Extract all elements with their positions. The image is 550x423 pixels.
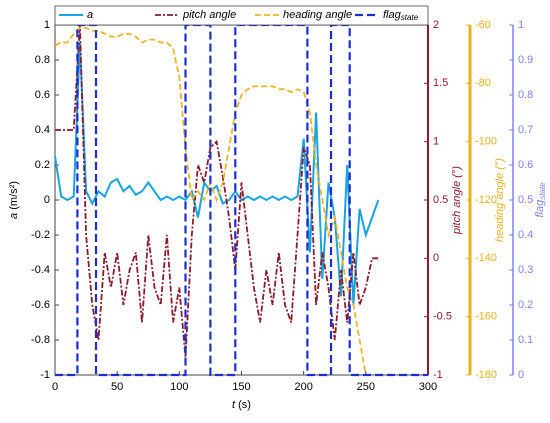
y4-tick-label: 1 bbox=[518, 19, 524, 31]
x-tick-label: 200 bbox=[294, 381, 312, 393]
y-axis-var: a bbox=[8, 213, 20, 219]
y3-tick-label: -60 bbox=[475, 19, 491, 31]
y4-axis-sub: state bbox=[538, 182, 547, 200]
y4-tick-label: 0.9 bbox=[518, 54, 533, 66]
y3-tick-label: -120 bbox=[475, 194, 497, 206]
y2-tick-label: -1 bbox=[433, 369, 443, 381]
legend-name: pitch angle bbox=[182, 9, 236, 21]
y3-tick-label: -160 bbox=[475, 311, 497, 323]
y4-tick-label: 0.3 bbox=[518, 264, 533, 276]
legend-label: flagstate bbox=[383, 9, 419, 22]
y-tick-label: 0.8 bbox=[35, 54, 50, 66]
y3-axis-label: heading angle (°) bbox=[494, 158, 506, 242]
y2-tick-label: 1.5 bbox=[433, 77, 448, 89]
y-tick-label: 0.4 bbox=[35, 124, 50, 136]
legend-sub: state bbox=[401, 13, 419, 22]
x-tick-label: 50 bbox=[111, 381, 123, 393]
legend-label: a bbox=[87, 9, 93, 21]
legend-label: heading angle bbox=[283, 9, 352, 21]
y4-axis-main: flag bbox=[534, 199, 546, 218]
y-tick-label: 1 bbox=[44, 19, 50, 31]
y4-tick-label: 0.4 bbox=[518, 229, 533, 241]
y-tick-label: 0 bbox=[44, 194, 50, 206]
x-axis-var: t bbox=[232, 399, 236, 411]
y4-tick-label: 0.7 bbox=[518, 124, 533, 136]
y4-tick-label: 0.2 bbox=[518, 299, 533, 311]
y4-axis-label: flagstate bbox=[534, 182, 547, 218]
y4-tick-label: 0.1 bbox=[518, 334, 533, 346]
y-tick-label: -1 bbox=[40, 369, 50, 381]
x-tick-label: 250 bbox=[357, 381, 375, 393]
y2-tick-label: 1 bbox=[433, 136, 439, 148]
y2-tick-label: 2 bbox=[433, 19, 439, 31]
y-tick-label: -0.8 bbox=[31, 334, 50, 346]
y3-tick-label: -180 bbox=[475, 369, 497, 381]
series-line bbox=[54, 42, 380, 306]
legend-label: pitch angle bbox=[182, 9, 236, 21]
x-tick-label: 100 bbox=[170, 381, 188, 393]
series-line bbox=[54, 27, 379, 376]
series-line bbox=[55, 24, 379, 358]
y3-tick-label: -100 bbox=[475, 136, 497, 148]
y-tick-label: 0.2 bbox=[35, 159, 50, 171]
x-axis-unit: (s) bbox=[235, 399, 251, 411]
y-axis-label: a (m/s²) bbox=[8, 181, 20, 219]
y-tick-label: -0.2 bbox=[31, 229, 50, 241]
y-tick-label: -0.4 bbox=[31, 264, 50, 276]
y4-tick-label: 0.5 bbox=[518, 194, 533, 206]
legend-box bbox=[54, 5, 429, 26]
y2-axis-label: pitch angle (°) bbox=[451, 166, 463, 235]
y4-tick-label: 0.8 bbox=[518, 89, 533, 101]
legend-name: a bbox=[87, 9, 93, 21]
x-tick-label: 0 bbox=[52, 381, 58, 393]
y2-tick-label: 0 bbox=[433, 252, 439, 264]
x-tick-label: 300 bbox=[419, 381, 437, 393]
y-tick-label: -0.6 bbox=[31, 299, 50, 311]
y-tick-label: 0.6 bbox=[35, 89, 50, 101]
y3-tick-label: -80 bbox=[475, 77, 491, 89]
y4-tick-label: 0.6 bbox=[518, 159, 533, 171]
y-axis-unit: (m/s²) bbox=[8, 181, 20, 213]
y2-tick-label: -0.5 bbox=[433, 311, 452, 323]
legend-name: heading angle bbox=[283, 9, 352, 21]
y3-tick-label: -140 bbox=[475, 252, 497, 264]
x-axis-label: t (s) bbox=[232, 399, 251, 411]
legend-name: flag bbox=[383, 9, 402, 21]
x-tick-label: 150 bbox=[232, 381, 250, 393]
y2-tick-label: 0.5 bbox=[433, 194, 448, 206]
y4-tick-label: 0 bbox=[518, 369, 524, 381]
